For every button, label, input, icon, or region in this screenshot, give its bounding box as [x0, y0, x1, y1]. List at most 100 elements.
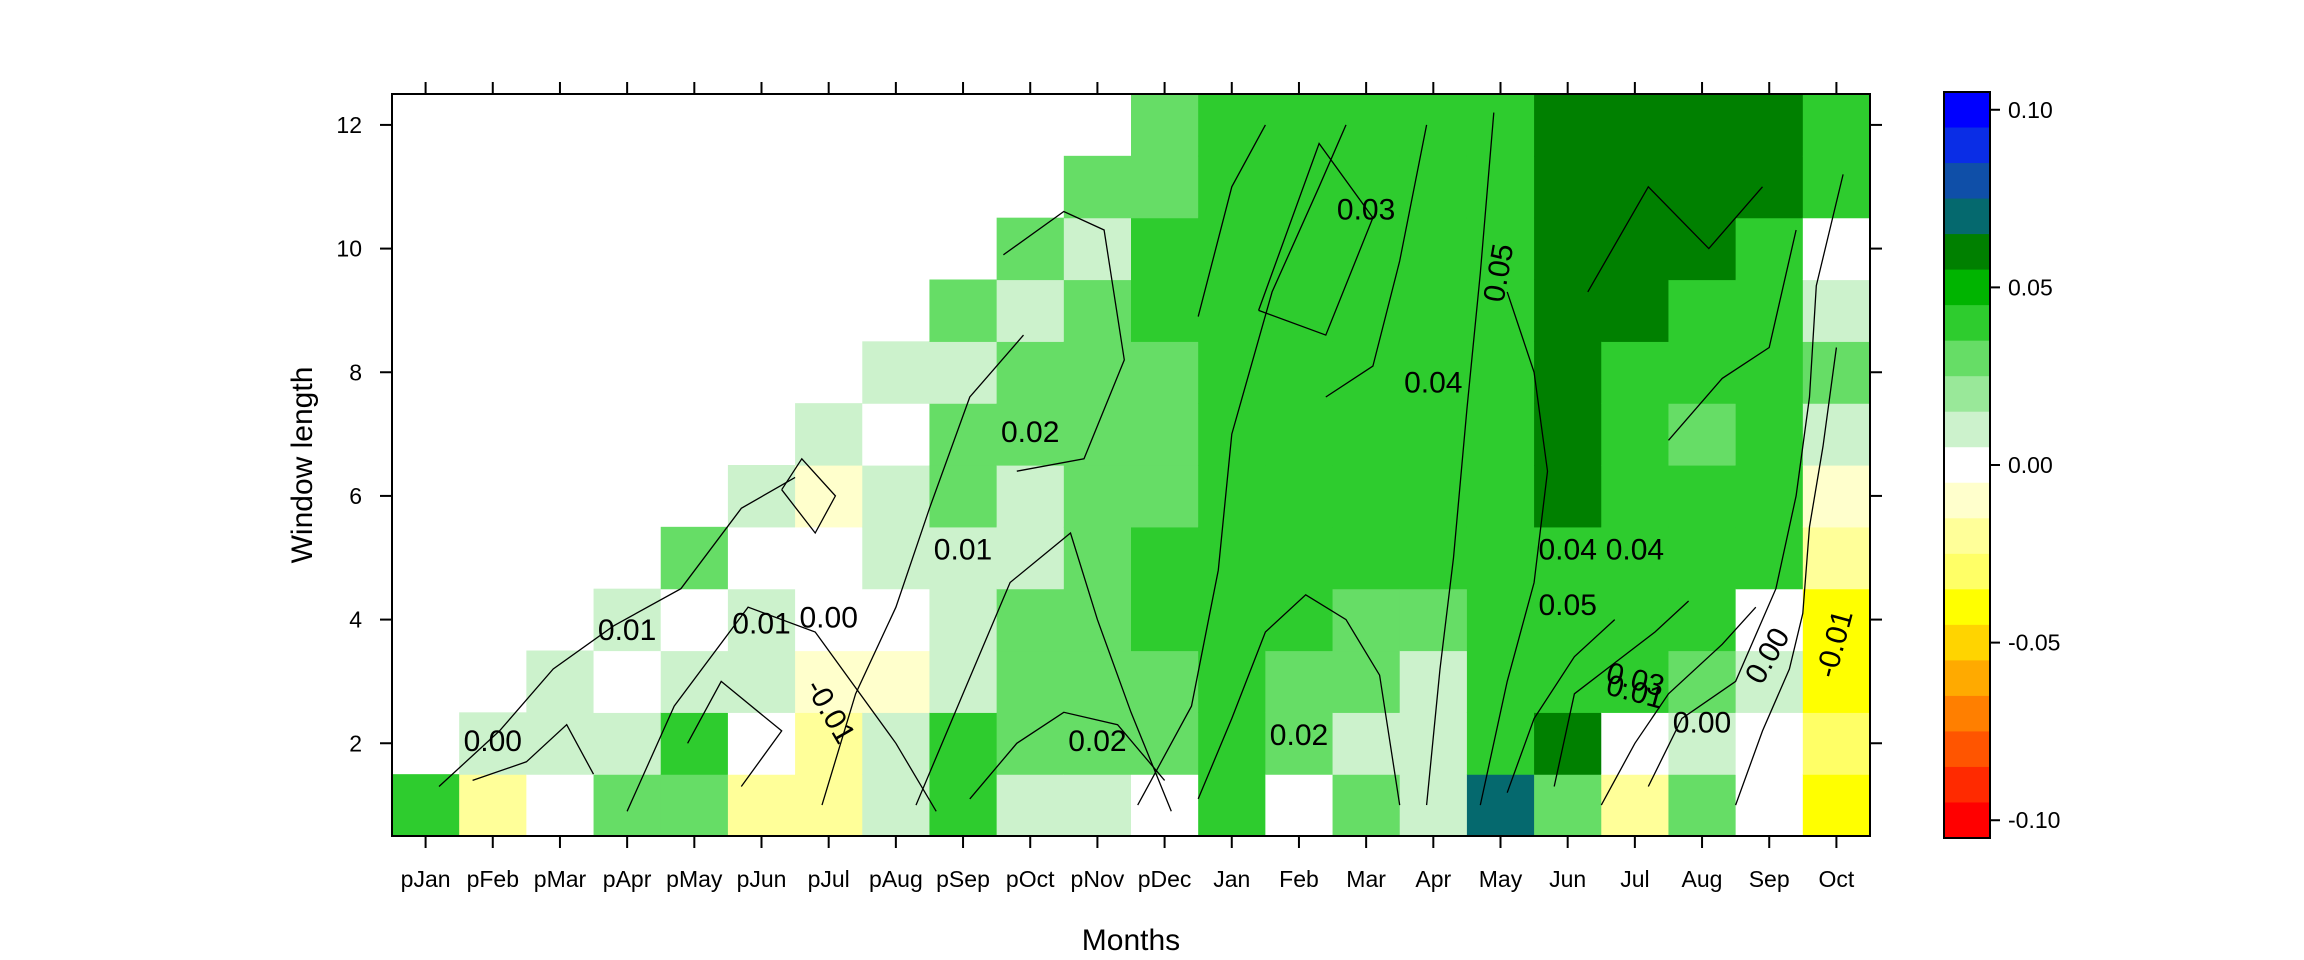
colorbar-tick-label: -0.05	[2008, 630, 2060, 656]
contour-label: 0.01	[934, 534, 992, 567]
heatmap-cell	[1399, 774, 1468, 837]
heatmap-cell	[1131, 279, 1199, 342]
heatmap-cell	[1668, 341, 1737, 404]
heatmap-cell	[1265, 341, 1334, 404]
contour-label: 0.04	[1606, 534, 1664, 567]
x-tick-label: pOct	[1006, 866, 1055, 892]
heatmap-cell	[1601, 588, 1670, 652]
contour-line	[626, 606, 937, 812]
heatmap-cell	[1063, 155, 1132, 219]
contour-line	[1668, 229, 1797, 441]
heatmap-cell	[1265, 526, 1334, 590]
heatmap-cell	[1601, 526, 1670, 590]
heatmap-cell	[1131, 465, 1199, 528]
x-tick-label: pJul	[808, 866, 850, 892]
heatmap-cell	[1534, 94, 1602, 157]
contour-label: 0.00	[464, 725, 522, 758]
heatmap-cell	[1399, 279, 1468, 342]
heatmap-cell	[996, 774, 1065, 837]
heatmap-cell	[1399, 588, 1468, 652]
contour-label: 0.04	[1539, 534, 1597, 567]
x-tick-label: Feb	[1279, 866, 1319, 892]
heatmap-cell	[1601, 341, 1670, 404]
heatmap-cell	[1332, 403, 1401, 466]
heatmap-cell	[795, 712, 863, 775]
heatmap-cell	[1601, 403, 1670, 466]
colorbar-segment	[1944, 553, 1990, 590]
heatmap-cell	[1802, 341, 1871, 404]
heatmap-cell	[1332, 94, 1401, 157]
heatmap-cell	[1466, 94, 1535, 157]
heatmap-cells	[392, 94, 1871, 837]
heatmap-cell	[996, 279, 1065, 342]
heatmap-cell	[1466, 403, 1535, 466]
heatmap-cell	[1802, 155, 1871, 219]
heatmap-cell	[929, 465, 998, 528]
contour-line	[821, 334, 1024, 806]
heatmap-cell	[996, 588, 1065, 652]
heatmap-cell	[1668, 155, 1737, 219]
x-tick-label: Jan	[1213, 866, 1250, 892]
heatmap-cell	[1399, 712, 1468, 775]
x-tick-label: Apr	[1415, 866, 1451, 892]
heatmap-cell	[1802, 712, 1871, 775]
heatmap-cell	[1735, 341, 1804, 404]
heatmap-cell	[1131, 155, 1199, 219]
heatmap-cell	[1735, 650, 1804, 713]
heatmap-cell	[1399, 155, 1468, 219]
heatmap-cell	[660, 588, 729, 652]
y-axis-tick-labels: 2 4 6 8 10 12	[336, 112, 362, 756]
heatmap-cell	[1131, 650, 1199, 713]
heatmap-cell	[1466, 217, 1535, 281]
heatmap-cell	[1198, 465, 1266, 528]
heatmap-cell	[1265, 94, 1334, 157]
contour-line	[1479, 291, 1549, 806]
heatmap-cell	[862, 526, 931, 590]
heatmap-cell	[996, 217, 1065, 281]
y-axis-ticks	[380, 123, 1882, 745]
heatmap-cell	[1735, 94, 1804, 157]
heatmap-cell	[1063, 774, 1132, 837]
heatmap-cell	[862, 341, 931, 404]
heatmap-cell	[1466, 712, 1535, 775]
heatmap-cell	[862, 403, 931, 466]
heatmap-cell	[862, 588, 931, 652]
heatmap-cell	[1534, 588, 1602, 652]
heatmap-cell	[1332, 279, 1401, 342]
heatmap-cell	[1466, 526, 1535, 590]
heatmap-cell	[1198, 279, 1266, 342]
heatmap-cell	[1802, 774, 1871, 837]
heatmap-cell	[593, 774, 662, 837]
contour-line	[1325, 124, 1428, 398]
colorbar-segment	[1944, 198, 1990, 235]
heatmap-cell	[660, 526, 729, 590]
heatmap-cell	[1265, 403, 1334, 466]
colorbar-segment	[1944, 802, 1990, 839]
heatmap-cell	[1198, 650, 1266, 713]
contour-line	[969, 711, 1166, 800]
heatmap-cell	[660, 650, 729, 713]
heatmap-cell	[1466, 650, 1535, 713]
heatmap-cell	[1399, 526, 1468, 590]
contour-line	[1553, 600, 1690, 787]
heatmap-cell	[593, 588, 662, 652]
contour-line	[915, 531, 1172, 812]
colorbar-segment	[1944, 518, 1990, 555]
heatmap-cell	[1265, 650, 1334, 713]
heatmap-cell	[1265, 279, 1334, 342]
x-tick-label: Jun	[1549, 866, 1586, 892]
colorbar-segment	[1944, 766, 1990, 804]
contour-label: 0.01	[732, 608, 790, 641]
y-tick-label: 10	[336, 236, 362, 262]
heatmap-cell	[1668, 279, 1737, 342]
heatmap-cell	[1332, 465, 1401, 528]
heatmap-cell	[593, 712, 662, 775]
heatmap-cell	[1466, 155, 1535, 219]
heatmap-cell	[996, 403, 1065, 466]
contour-label: 0.04	[1404, 367, 1462, 400]
heatmap-cell	[459, 774, 527, 837]
heatmap-cell	[1131, 94, 1199, 157]
contour-label: 0.00	[1673, 707, 1731, 740]
heatmap-cell	[1601, 465, 1670, 528]
heatmap-cell	[1802, 217, 1871, 281]
